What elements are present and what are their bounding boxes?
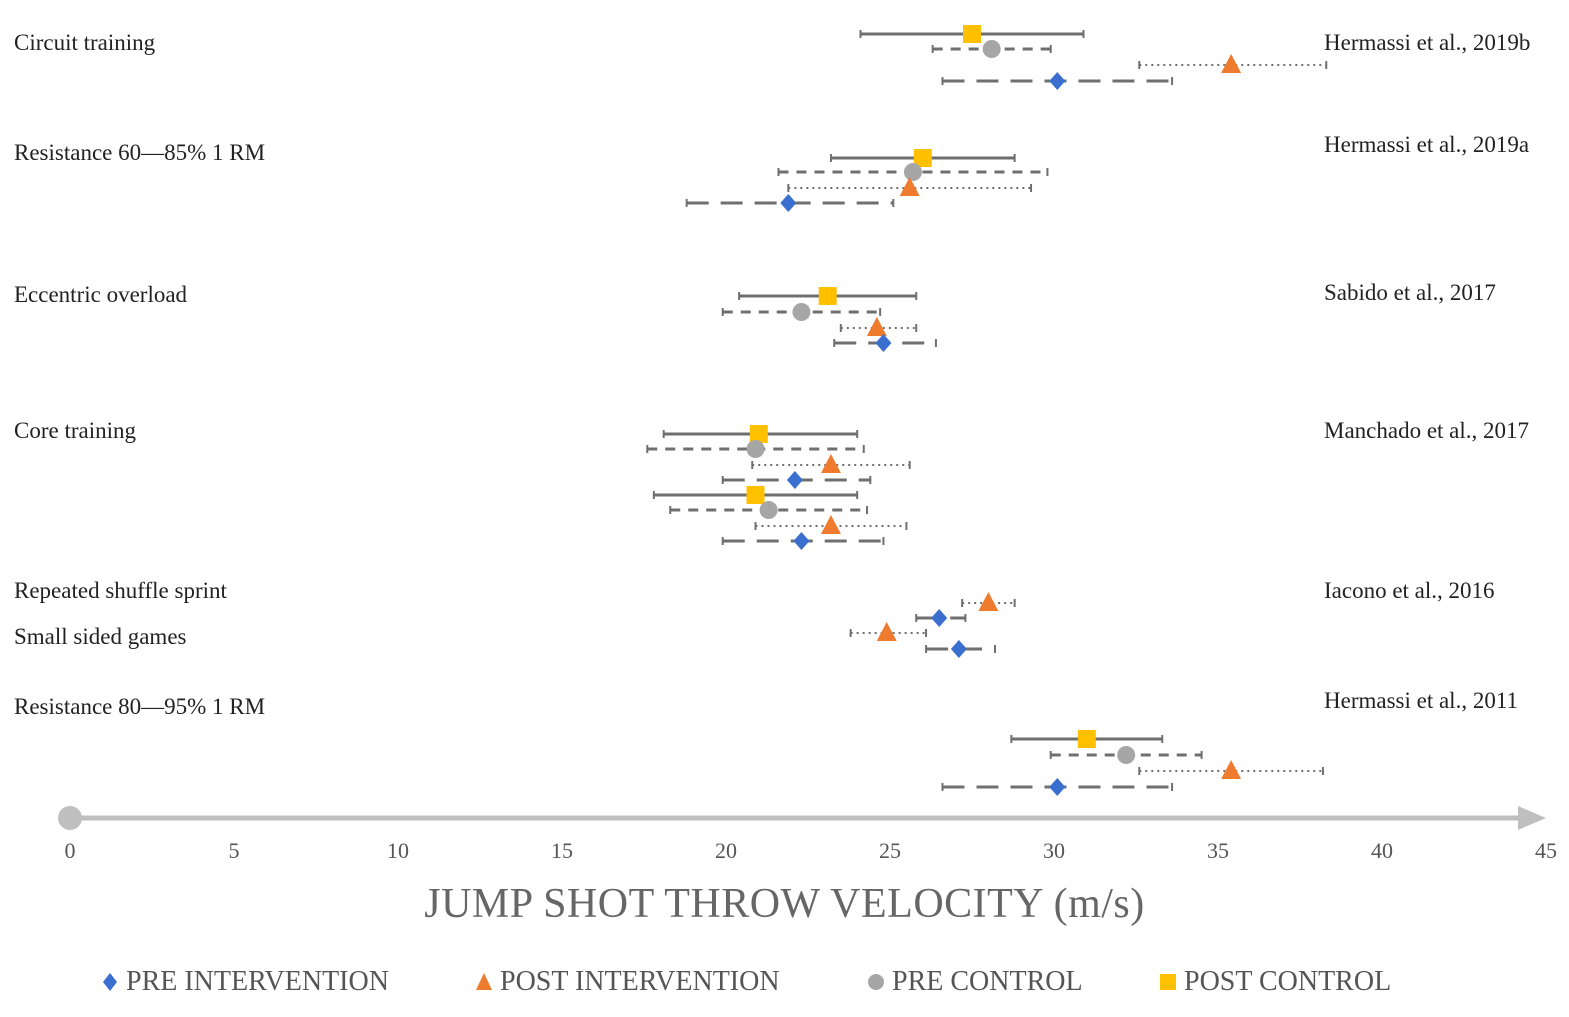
marker-post-intervention — [866, 317, 887, 336]
marker-pre-intervention — [786, 471, 803, 489]
x-tick-label: 35 — [1207, 838, 1229, 863]
marker-pre-intervention — [793, 532, 810, 550]
marker-pre-control — [792, 303, 811, 321]
marker-post-intervention — [899, 177, 920, 196]
x-tick-label: 15 — [551, 838, 573, 863]
x-tick-label: 20 — [715, 838, 737, 863]
study-citation: Hermassi et al., 2011 — [1324, 688, 1518, 713]
marker-pre-intervention — [1049, 72, 1066, 90]
marker-pre-control — [903, 163, 922, 181]
intervention-label: Repeated shuffle sprint — [14, 578, 227, 603]
x-tick-label: 10 — [387, 838, 409, 863]
x-axis — [58, 806, 1546, 830]
marker-post-intervention — [876, 622, 897, 641]
x-axis-title: JUMP SHOT THROW VELOCITY (m/s) — [424, 881, 1145, 927]
marker-pre-intervention — [780, 194, 797, 212]
study-citation: Sabido et al., 2017 — [1324, 280, 1496, 305]
x-tick-label: 0 — [64, 838, 76, 863]
error-bars — [646, 30, 1328, 791]
marker-post-control — [913, 149, 932, 167]
x-tick-label: 30 — [1043, 838, 1065, 863]
x-tick-label: 40 — [1371, 838, 1393, 863]
marker-post-control — [1077, 730, 1096, 748]
legend-item-post-control: POST CONTROL — [1158, 966, 1391, 998]
marker-pre-control — [982, 40, 1001, 58]
axis-origin-dot — [58, 806, 82, 830]
study-citation: Manchado et al., 2017 — [1324, 418, 1530, 443]
legend-label: POST CONTROL — [1184, 966, 1392, 997]
legend-label: PRE INTERVENTION — [126, 966, 389, 997]
marker-post-control — [963, 25, 981, 43]
marker-post-intervention — [820, 454, 841, 473]
marker-post-intervention — [1221, 54, 1242, 73]
marker-post-intervention — [978, 592, 999, 611]
marker-pre-control — [746, 440, 765, 458]
intervention-label: Resistance 60—85% 1 RM — [14, 140, 266, 165]
marker-post-control — [749, 425, 768, 443]
marker-pre-intervention — [950, 640, 967, 658]
triangle-marker-icon — [476, 973, 492, 990]
legend-label: PRE CONTROL — [892, 966, 1083, 997]
intervention-label: Circuit training — [14, 30, 156, 55]
study-citation: Hermassi et al., 2019a — [1324, 132, 1530, 157]
marker-pre-intervention — [931, 609, 948, 627]
marker-post-control — [818, 287, 837, 305]
marker-post-intervention — [820, 515, 841, 534]
x-tick-label: 25 — [879, 838, 901, 863]
intervention-label: Small sided games — [14, 624, 187, 649]
legend-item-pre-intervention: PRE INTERVENTION — [100, 966, 389, 998]
x-tick-label: 5 — [228, 838, 240, 863]
intervention-label: Resistance 80—95% 1 RM — [14, 694, 266, 719]
arrow-right-icon — [1518, 806, 1546, 830]
intervention-label: Core training — [14, 418, 136, 443]
intervention-label: Eccentric overload — [14, 282, 188, 307]
marker-pre-intervention — [875, 334, 892, 352]
marker-post-intervention — [1221, 760, 1242, 779]
x-tick-label: 45 — [1535, 838, 1557, 863]
marker-post-control — [746, 486, 765, 504]
legend-item-post-intervention: POST INTERVENTION — [474, 966, 780, 998]
marker-pre-control — [759, 501, 778, 519]
data-markers — [746, 25, 1242, 796]
legend-item-pre-control: PRE CONTROL — [866, 966, 1083, 998]
study-citation: Hermassi et al., 2019b — [1324, 30, 1531, 55]
study-citation: Iacono et al., 2016 — [1324, 578, 1495, 603]
square-marker-icon — [1160, 974, 1176, 990]
marker-pre-intervention — [1049, 778, 1066, 796]
marker-pre-control — [1117, 746, 1136, 764]
diamond-marker-icon — [103, 973, 117, 991]
circle-marker-icon — [868, 974, 884, 990]
legend-label: POST INTERVENTION — [500, 966, 780, 997]
